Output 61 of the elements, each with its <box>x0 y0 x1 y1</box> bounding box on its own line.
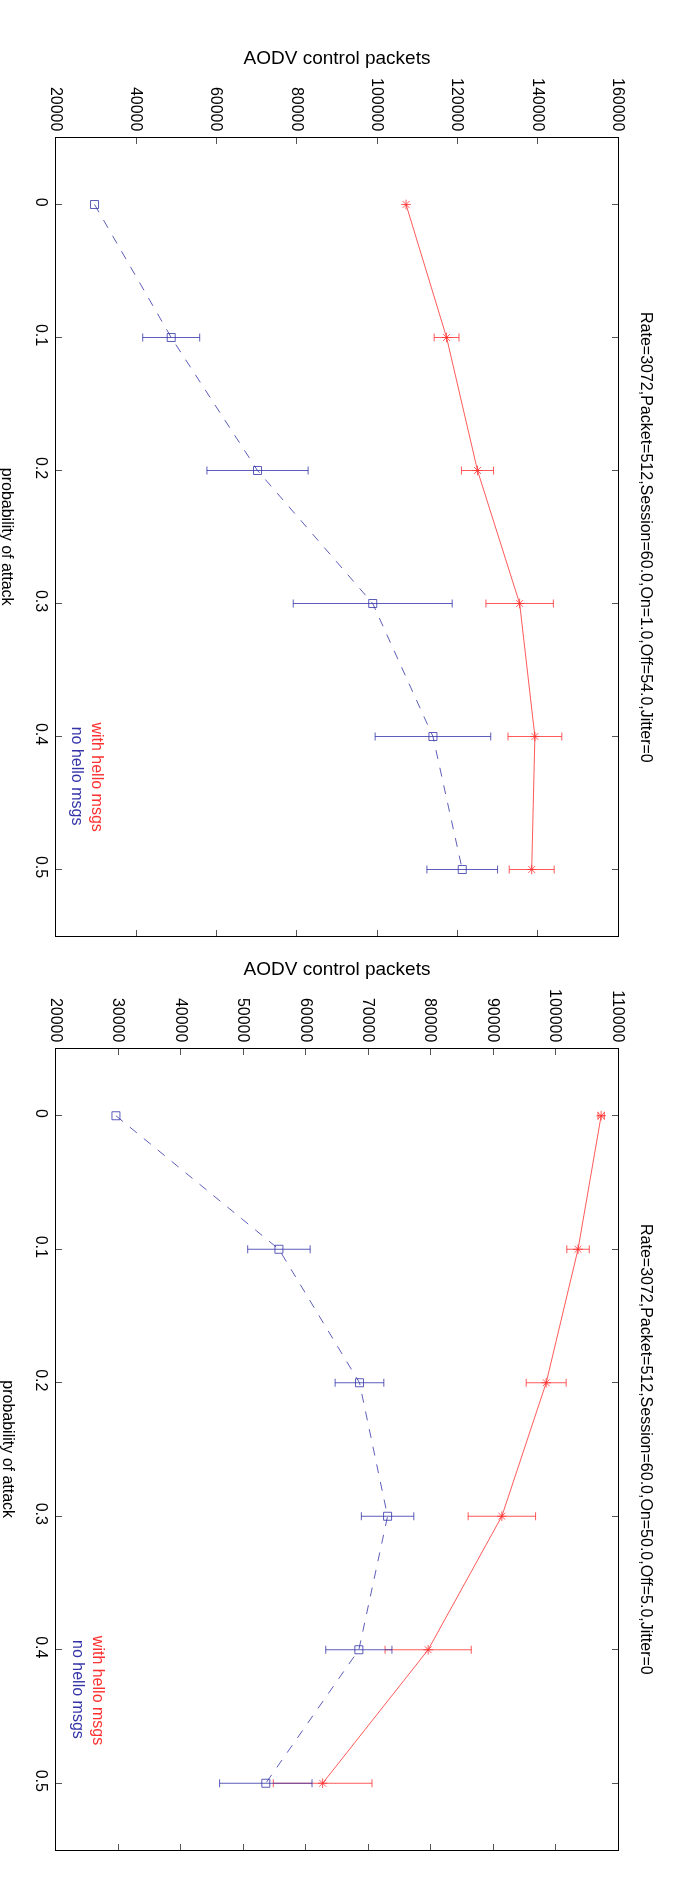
x-tick-label: 20000 <box>47 997 65 1043</box>
y-tick-label: 0.2 <box>32 456 50 480</box>
point <box>111 1111 121 1121</box>
point <box>428 732 438 741</box>
x-tick-label: 60000 <box>208 86 226 132</box>
x-tick-label: 140000 <box>529 78 547 132</box>
point <box>317 1778 328 1789</box>
x-axis-title: AODV control packets <box>243 46 431 68</box>
y-tick-label: 0.3 <box>32 1502 50 1526</box>
point <box>400 199 412 210</box>
x-tick-label: 70000 <box>360 997 378 1043</box>
point <box>496 1511 508 1522</box>
point <box>441 332 452 343</box>
y-axis-title: probability of attack <box>0 1380 17 1520</box>
x-tick-label: 80000 <box>288 86 306 132</box>
y-tick-label: 0 <box>32 1108 50 1118</box>
y-tick-label: 0.3 <box>32 589 50 613</box>
x-tick-label: 20000 <box>47 86 65 132</box>
point <box>368 599 378 608</box>
point <box>274 1244 284 1254</box>
y-tick-label: 0.1 <box>32 1235 50 1259</box>
x-tick-label: 100000 <box>368 78 386 132</box>
point <box>422 1644 434 1655</box>
x-tick-label: 50000 <box>235 997 253 1043</box>
y-tick-label: 0.2 <box>32 1369 50 1392</box>
y-tick-label: 0.5 <box>32 855 50 879</box>
point <box>354 1645 364 1655</box>
point <box>529 731 541 742</box>
x-tick-label: 60000 <box>297 997 315 1043</box>
point <box>383 1511 392 1521</box>
x-tick-label: 120000 <box>449 78 467 132</box>
x-axis-title: AODV control packets <box>243 957 431 979</box>
x-tick-label: 30000 <box>110 997 128 1043</box>
point <box>166 333 176 342</box>
point <box>472 465 483 476</box>
point <box>540 1377 552 1388</box>
text: Rate=3072,Packet=512,Session=60.0,On=50.0,Off=5.0,Jitter=0 <box>637 1224 655 1675</box>
point <box>572 1244 584 1255</box>
y-tick-label: 0.4 <box>32 1636 50 1659</box>
text: no hello msgs <box>69 1640 87 1739</box>
y-tick-label: 0 <box>32 197 50 207</box>
x-tick-label: 80000 <box>422 997 440 1043</box>
x-tick-label: 40000 <box>128 86 146 132</box>
point <box>514 598 525 609</box>
point <box>526 864 537 875</box>
text: no hello msgs <box>69 726 87 826</box>
x-tick-label: 110000 <box>609 990 627 1043</box>
x-tick-label: 90000 <box>484 997 502 1043</box>
x-tick-label: 160000 <box>609 78 627 132</box>
point <box>261 1778 271 1788</box>
y-tick-label: 0.4 <box>32 722 50 746</box>
y-tick-label: 0.5 <box>32 1769 50 1793</box>
text: with hello msgs <box>89 1634 107 1746</box>
y-tick-label: 0.1 <box>32 323 50 347</box>
point <box>90 200 99 209</box>
text: Rate=3072,Packet=512,Session=60.0,On=1.0,Off=54.0,Jitter=0 <box>637 311 655 763</box>
x-tick-label: 100000 <box>547 989 565 1043</box>
text: with hello msgs <box>89 721 107 832</box>
point <box>457 865 467 874</box>
point <box>355 1378 364 1388</box>
x-tick-label: 40000 <box>172 997 190 1043</box>
